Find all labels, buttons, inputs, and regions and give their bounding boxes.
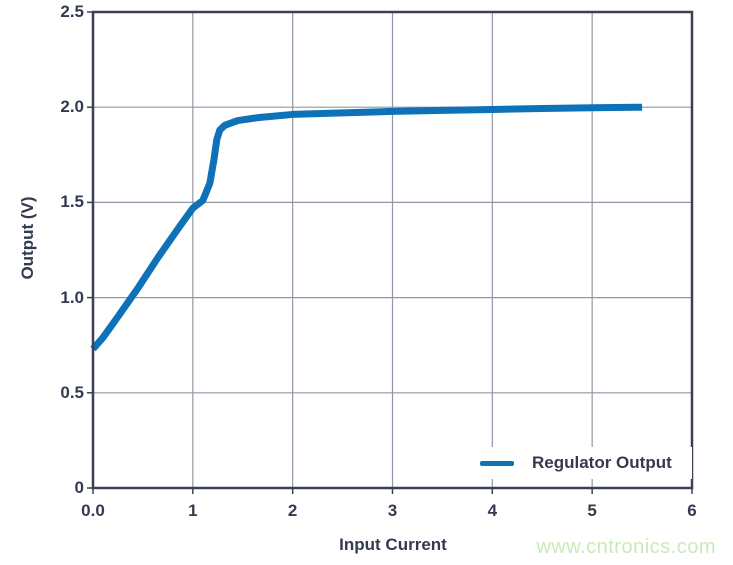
- x-tick-label: 6: [687, 501, 697, 520]
- x-tick-label: 2: [287, 501, 298, 520]
- y-tick-label: 1.5: [60, 192, 84, 212]
- legend-line-swatch: [480, 460, 514, 466]
- x-tick-label: 0.0: [81, 501, 105, 520]
- y-tick-label: 2.5: [60, 2, 84, 21]
- x-tick-label: 3: [387, 501, 398, 520]
- x-tick-label: 1: [188, 501, 198, 520]
- y-tick-label: 0.5: [60, 382, 84, 402]
- y-tick-label: 2.0: [60, 97, 84, 117]
- x-tick-label: 4: [487, 501, 498, 520]
- x-axis-title: Input Current: [339, 535, 447, 554]
- legend-label: Regulator Output: [532, 453, 672, 472]
- series-line: [90, 103, 643, 352]
- y-tick-label: 1.0: [60, 287, 84, 307]
- y-tick-label: 0: [74, 478, 84, 497]
- x-tick-label: 5: [587, 501, 597, 520]
- watermark: www.cntronics.com: [536, 536, 716, 558]
- plot-border: [91, 10, 694, 490]
- legend: Regulator Output: [470, 447, 692, 479]
